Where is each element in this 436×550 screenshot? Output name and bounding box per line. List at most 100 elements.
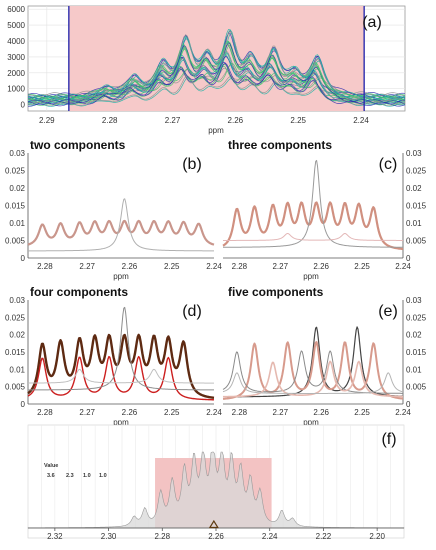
panel-b-xlabel: ppm — [113, 272, 129, 281]
y-tick-label: 0 — [406, 254, 411, 263]
panel-f-spectrum — [27, 451, 405, 529]
y-tick-label: 0.01 — [9, 365, 25, 374]
panel-b-components — [27, 198, 215, 252]
component-line — [27, 368, 214, 384]
x-tick-label: 2.24 — [395, 408, 411, 417]
y-tick-label: 3000 — [7, 53, 25, 62]
y-tick-label: 0.02 — [406, 331, 422, 340]
y-tick-label: 0.02 — [406, 184, 422, 193]
x-tick-label: 2.24 — [206, 262, 222, 271]
panel-c-xlabel: ppm — [303, 272, 319, 281]
x-tick-label: 2.28 — [154, 532, 170, 541]
spectrum-area — [27, 451, 405, 529]
component-line — [222, 201, 404, 251]
panel-b-label: (b) — [182, 156, 202, 173]
y-tick-label: 0.03 — [9, 296, 25, 305]
legend-title: Value — [44, 463, 58, 469]
panel-f-label: (f) — [381, 431, 396, 448]
x-tick-label: 2.28 — [102, 116, 118, 125]
panel-e-title: five components — [228, 285, 324, 299]
x-tick-label: 2.26 — [122, 262, 138, 271]
panel-b-y-ticks: 0 0.005 0.01 0.015 0.02 0.025 0.03 — [5, 149, 26, 263]
panel-b: two components 00.0050.010.0150.020.0250… — [5, 138, 222, 281]
panel-c-x-ticks: 2.28 2.27 2.26 2.25 2.24 — [232, 262, 412, 271]
y-tick-label: 0 — [21, 400, 26, 409]
y-tick-label: 0.005 — [5, 237, 26, 246]
y-tick-label: 0 — [21, 254, 26, 263]
panel-a-xlabel: ppm — [208, 126, 224, 135]
y-tick-label: 0.01 — [9, 219, 25, 228]
panel-b-axes — [27, 153, 214, 259]
x-tick-label: 2.28 — [37, 262, 53, 271]
x-tick-label: 2.27 — [79, 408, 95, 417]
panel-e-components — [222, 326, 404, 400]
spectrum-line — [27, 44, 406, 97]
spectrum-line — [27, 61, 406, 105]
y-tick-label: 0.01 — [406, 365, 422, 374]
spectrum-line — [27, 30, 406, 104]
x-tick-label: 2.28 — [37, 408, 53, 417]
panel-f-x-ticks: 2.32 2.30 2.28 2.26 2.24 2.22 2.20 — [47, 528, 385, 541]
y-tick-label: 0.015 — [5, 202, 26, 211]
panel-c-y-ticks: 0 0.005 0.01 0.015 0.02 0.025 0.03 — [406, 149, 427, 263]
y-tick-label: 2000 — [7, 69, 25, 78]
x-tick-label: 2.26 — [313, 262, 329, 271]
x-tick-label: 2.22 — [316, 532, 332, 541]
x-tick-label: 2.25 — [164, 262, 180, 271]
y-tick-label: 1000 — [7, 85, 25, 94]
y-tick-label: 0.005 — [5, 383, 26, 392]
panel-f: 2.32 2.30 2.28 2.26 2.24 2.22 2.20 Value 3.6 2… — [27, 424, 405, 541]
x-tick-label: 2.25 — [354, 262, 370, 271]
x-tick-label: 2.29 — [39, 116, 55, 125]
panel-d: four components 0 0.005 0.01 0.015 0.02 0.025… — [5, 285, 222, 427]
x-tick-label: 2.26 — [313, 408, 329, 417]
panel-d-label: (d) — [182, 303, 202, 320]
panel-d-axes — [27, 300, 214, 405]
y-tick-label: 0.025 — [5, 313, 26, 322]
x-tick-label: 2.25 — [354, 408, 370, 417]
component-line — [28, 198, 214, 252]
x-tick-label: 2.24 — [395, 262, 411, 271]
panel-e-y-ticks: 0 0.005 0.01 0.015 0.02 0.025 0.03 — [406, 296, 427, 409]
x-tick-label: 2.30 — [101, 532, 117, 541]
legend-entry: 3.6 — [47, 473, 55, 479]
x-tick-label: 2.32 — [47, 532, 63, 541]
y-tick-label: 0.005 — [406, 383, 427, 392]
x-tick-label: 2.24 — [262, 532, 278, 541]
x-tick-label: 2.24 — [353, 116, 369, 125]
y-tick-label: 0.03 — [406, 296, 422, 305]
panel-c: three components 0 0.005 0.01 0.015 0.02 0.02… — [222, 138, 427, 281]
x-tick-label: 2.27 — [272, 262, 288, 271]
y-tick-label: 0.02 — [9, 331, 25, 340]
panel-a-y-ticks: 0 1000 2000 3000 4000 5000 6000 — [7, 5, 25, 109]
component-line — [222, 159, 404, 248]
panel-d-x-ticks: 2.28 2.27 2.26 2.25 2.24 — [37, 408, 222, 417]
x-tick-label: 2.27 — [165, 116, 181, 125]
x-tick-label: 2.25 — [164, 408, 180, 417]
panel-a-x-ticks: 2.29 2.28 2.27 2.26 2.25 2.24 — [39, 116, 369, 125]
panel-e-x-ticks: 2.28 2.27 2.26 2.25 2.24 — [232, 408, 412, 417]
panel-d-title: four components — [30, 285, 128, 299]
panel-d-components — [27, 306, 215, 401]
spectrum-line — [27, 62, 406, 101]
component-line — [28, 306, 214, 391]
component-line — [222, 360, 404, 398]
spectrum-line — [27, 42, 406, 99]
x-tick-label: 2.24 — [206, 408, 222, 417]
x-tick-label: 2.26 — [122, 408, 138, 417]
component-line — [27, 355, 215, 401]
legend-entry: 1.0 — [99, 473, 107, 479]
component-line — [27, 333, 215, 400]
x-tick-label: 2.28 — [232, 408, 248, 417]
y-tick-label: 0.01 — [406, 219, 422, 228]
panel-b-title: two components — [30, 138, 126, 152]
x-tick-label: 2.26 — [208, 532, 224, 541]
panel-c-components — [222, 159, 404, 251]
component-line — [222, 372, 404, 394]
panel-c-label: (c) — [379, 156, 398, 173]
panel-e-xlabel: ppm — [303, 418, 319, 427]
panel-e: five components 0 0.005 0.01 0.015 0.02 0.025… — [222, 285, 427, 427]
y-tick-label: 0.025 — [5, 167, 26, 176]
